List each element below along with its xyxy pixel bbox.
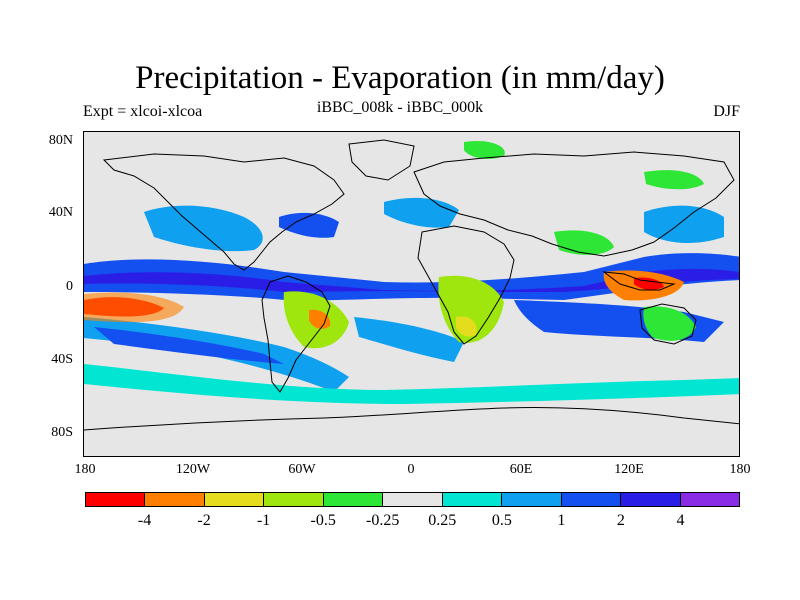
field-north-atlantic-patch [384, 197, 459, 228]
field-south-africa-dry [456, 316, 477, 337]
colorbar-swatch-5 [383, 493, 443, 506]
colorbar-label: 1 [557, 512, 566, 529]
field-siberia-patch [644, 170, 704, 190]
colorbar-swatch-8 [561, 493, 622, 506]
lon-label-120w: 120W [175, 462, 211, 477]
colorbar-swatch-3 [264, 493, 324, 506]
colorbar-swatch-10 [680, 493, 739, 506]
lon-label-0: 0 [407, 462, 415, 477]
coast-eurasia [413, 151, 735, 257]
colorbar-label: -4 [137, 512, 152, 529]
lat-label-40s: 40S [51, 352, 73, 367]
lon-label-60e: 60E [509, 462, 533, 477]
colorbar-label: 2 [616, 512, 625, 529]
field-south-pacific-dry-edge [84, 292, 184, 323]
coast-north-america [102, 153, 345, 271]
field-mid-atlantic-band [354, 317, 464, 362]
lat-label-equator: 0 [66, 279, 73, 294]
lon-label-120e: 120E [614, 462, 644, 477]
colorbar-label: -0.25 [366, 512, 400, 529]
colorbar-swatch-7 [502, 493, 562, 506]
colorbar-label: 4 [676, 512, 685, 529]
colorbar [85, 492, 740, 507]
colorbar-swatch-9 [621, 493, 681, 506]
field-gulf-stream-patch [279, 212, 339, 238]
field-brazil-dry-core [309, 309, 331, 329]
precip-evap-field [84, 139, 739, 431]
lon-label-180w: 180 [74, 462, 96, 477]
field-australia-dry [643, 306, 696, 341]
colorbar-swatch-1 [145, 493, 205, 506]
colorbar-swatch-4 [323, 493, 384, 506]
field-greenland-patch [464, 140, 505, 159]
lat-label-80n: 80N [48, 133, 73, 148]
field-north-pacific-patch [144, 205, 263, 252]
experiment-label: Expt = xlcoi-xlcoa [83, 103, 203, 120]
colorbar-label: -1 [256, 512, 271, 529]
coast-australia [639, 303, 697, 345]
colorbar-label: -0.5 [310, 512, 336, 529]
colorbar-swatch-0 [86, 493, 146, 506]
lon-label-60w: 60W [288, 462, 316, 477]
field-south-hemisphere-ring [84, 364, 739, 404]
run-comparison-label: iBBC_008k - iBBC_000k [316, 99, 484, 116]
coast-south-america [261, 275, 331, 393]
map-panel [83, 131, 740, 457]
lon-label-180e: 180 [729, 462, 751, 477]
colorbar-label: -2 [197, 512, 211, 529]
lat-label-40n: 40N [48, 205, 73, 220]
field-north-itcz-core [84, 268, 739, 292]
plot-title: Precipitation - Evaporation (in mm/day) [135, 60, 665, 96]
lat-label-80s: 80S [51, 425, 73, 440]
season-label: DJF [713, 103, 740, 120]
colorbar-label: 0.25 [428, 512, 457, 529]
coast-maritime-continent [602, 271, 676, 291]
coast-antarctica [84, 407, 739, 431]
colorbar-label: 0.5 [491, 512, 512, 529]
field-asia-dry [554, 230, 614, 255]
coast-africa [417, 225, 515, 345]
coast-greenland [348, 139, 415, 181]
field-south-pacific-band-deep [94, 327, 284, 364]
colorbar-swatch-2 [204, 493, 265, 506]
field-africa-dry [438, 275, 504, 343]
field-kuroshio-patch [644, 205, 724, 244]
colorbar-swatch-6 [442, 493, 503, 506]
